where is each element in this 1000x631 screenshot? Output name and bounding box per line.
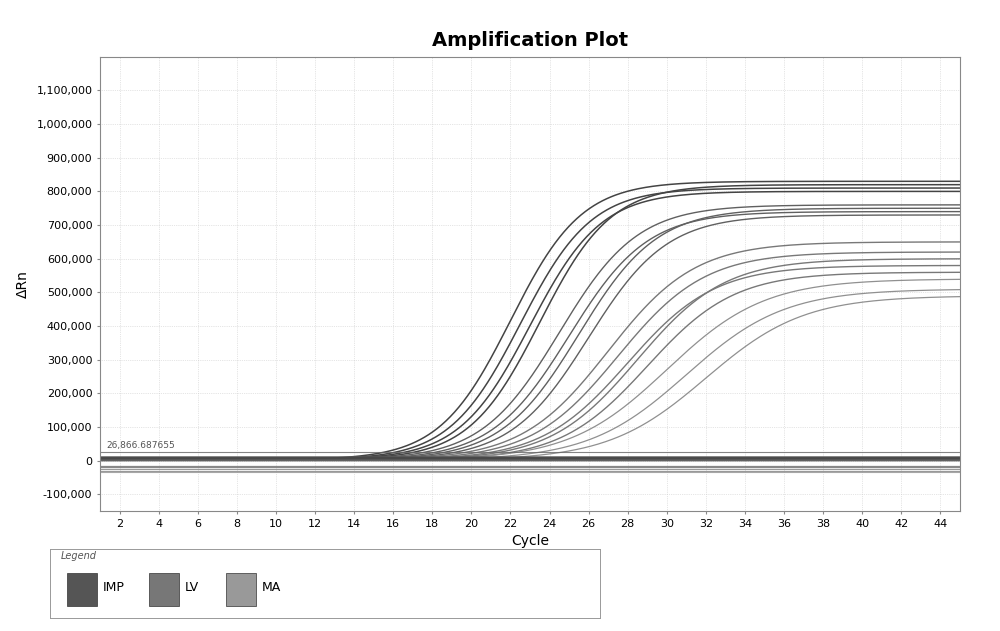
Text: LV: LV	[185, 581, 199, 594]
Text: IMP: IMP	[102, 581, 124, 594]
Bar	[149, 572, 179, 606]
Y-axis label: ΔRn: ΔRn	[15, 270, 29, 298]
Text: MA: MA	[262, 581, 281, 594]
Text: Legend: Legend	[61, 551, 97, 561]
Bar	[66, 572, 97, 606]
Bar	[226, 572, 256, 606]
Text: 26,866.687655: 26,866.687655	[106, 440, 175, 449]
X-axis label: Cycle: Cycle	[511, 534, 549, 548]
Title: Amplification Plot: Amplification Plot	[432, 31, 628, 50]
